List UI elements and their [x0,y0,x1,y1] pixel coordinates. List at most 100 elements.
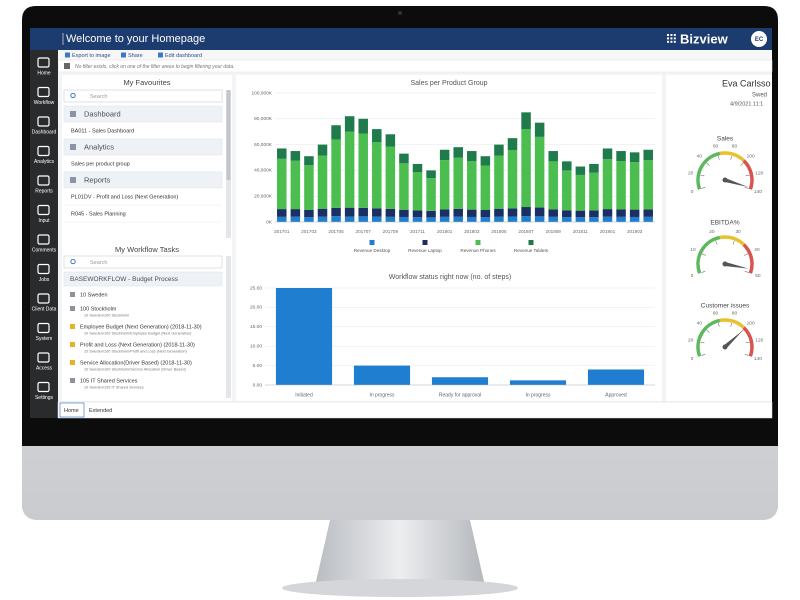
task-label[interactable]: 105 IT Shared Services [80,378,138,384]
y-tick-label: 0K [266,219,273,225]
gauge-tick-label: 60 [713,311,719,317]
bar-segment [616,161,626,210]
sidebar-icon[interactable] [37,116,50,127]
group-header[interactable] [63,138,223,156]
bar-segment [534,136,545,208]
sidebar-label[interactable]: Jobs [39,277,50,283]
legend-swatch[interactable] [528,240,534,245]
sidebar-icon[interactable] [37,145,50,157]
bar-segment [629,162,640,210]
favourite-item[interactable]: BA011 - Sales Dashboard [71,128,134,134]
bar-segment [548,161,558,210]
gauge-needle [724,262,749,269]
avatar-initials[interactable]: EC [755,37,764,43]
bar-segment [467,216,477,222]
gauge-tick-label: 60 [713,144,719,150]
legend-swatch[interactable] [369,240,375,245]
gauge-tick-label: 40 [697,320,703,326]
bar-segment [385,208,396,217]
sidebar-label[interactable]: System [36,336,53,342]
group-name[interactable]: Reports [84,175,111,184]
gauge-tick-label: 20 [688,337,694,343]
search-placeholder[interactable]: Search [90,260,107,266]
legend-label[interactable]: Revenue Tablets [514,248,549,253]
sidebar-icon[interactable] [37,175,50,186]
gauge-band [696,235,721,274]
gauge-tick [745,174,750,177]
sidebar-label[interactable]: Access [36,365,53,371]
toolbar-icon[interactable] [121,52,126,58]
favourite-item[interactable]: R045 - Sales Planning [71,211,126,217]
sidebar-label[interactable]: Settings [35,395,54,401]
toolbar-button[interactable]: Export to image [72,53,111,59]
sidebar-icon[interactable] [37,204,50,216]
sidebar-label[interactable]: Comments [32,247,57,253]
group-name[interactable]: Dashboard [84,109,121,118]
legend-swatch[interactable] [422,240,428,245]
task-path: 10 Sweden/100 Stockholm [84,314,129,318]
sidebar-icon[interactable] [37,86,50,98]
task-label[interactable]: 10 Sweden [80,292,108,298]
sidebar-label[interactable]: Analytics [34,159,55,165]
sidebar-icon[interactable] [37,57,50,68]
avatar[interactable] [751,31,767,47]
sidebar-icon[interactable] [37,263,50,275]
sidebar-label[interactable]: Client Data [32,306,57,312]
gauge-tick-label: 10 [690,247,696,253]
process-name[interactable]: BASEWORKFLOW - Budget Process [70,276,179,283]
bar-segment [507,216,518,222]
gauge-tick [730,322,733,327]
gauge-tick [732,240,735,245]
group-header[interactable] [63,105,223,123]
legend-label[interactable]: Revenue Phones [460,248,496,253]
sidebar-icon[interactable] [37,322,50,334]
sidebar-label[interactable]: Input [38,218,50,224]
bar-segment [372,142,382,209]
search-box[interactable] [63,255,223,269]
search-placeholder[interactable]: Search [90,94,107,100]
logo-dot [667,40,669,43]
bar-segment [643,209,653,217]
sidebar-label[interactable]: Workflow [34,100,55,106]
tab[interactable]: Extended [89,408,112,414]
toolbar-icon[interactable] [65,52,70,58]
tab[interactable]: Home [64,408,79,414]
bar-segment [277,216,287,222]
toolbar-button[interactable]: Edit dashboard [165,53,202,59]
task-icon [70,378,75,383]
bar-segment [562,217,572,222]
bar-segment [317,144,328,156]
sidebar-icon[interactable] [37,234,50,245]
task-label[interactable]: Service Allocation(Driver Based) (2018-1… [80,360,192,366]
sidebar-icon[interactable] [37,381,50,393]
task-label[interactable]: 100 Stockholm [80,306,117,312]
toolbar-button[interactable]: Share [128,53,143,59]
favourite-item[interactable]: Sales per product group [71,161,130,167]
x-tick-label: 201901 [600,229,616,234]
x-tick-label: 201703 [301,229,317,234]
sidebar-icon[interactable] [37,293,50,304]
sidebar-icon[interactable] [37,352,50,363]
scroll-thumb[interactable] [226,90,231,180]
sidebar-label[interactable]: Home [37,70,51,76]
toolbar-icon[interactable] [158,52,163,58]
bar-segment [412,210,423,218]
sidebar-label[interactable]: Reports [35,188,53,194]
task-label[interactable]: Profit and Loss (Next Generation) (2018-… [80,342,195,348]
favourite-item[interactable]: PL01DV - Profit and Loss (Next Generatio… [71,194,178,200]
x-tick-label: Ready for approval [439,392,481,398]
bar-segment [331,139,341,208]
search-box[interactable] [63,89,223,103]
bar-segment [602,209,613,217]
sidebar-label[interactable]: Dashboard [32,129,57,135]
group-header[interactable] [63,171,223,189]
bar-segment [575,217,586,222]
group-name[interactable]: Analytics [84,142,114,151]
legend-swatch[interactable] [475,240,481,245]
bar-segment [643,160,653,210]
legend-label[interactable]: Revenue Laptop [408,248,442,253]
task-label[interactable]: Employee Budget (Next Generation) (2018-… [80,324,202,330]
legend-label[interactable]: Revenue Desktop [354,248,391,253]
bar-segment [616,209,626,217]
tab-active[interactable] [59,402,85,418]
